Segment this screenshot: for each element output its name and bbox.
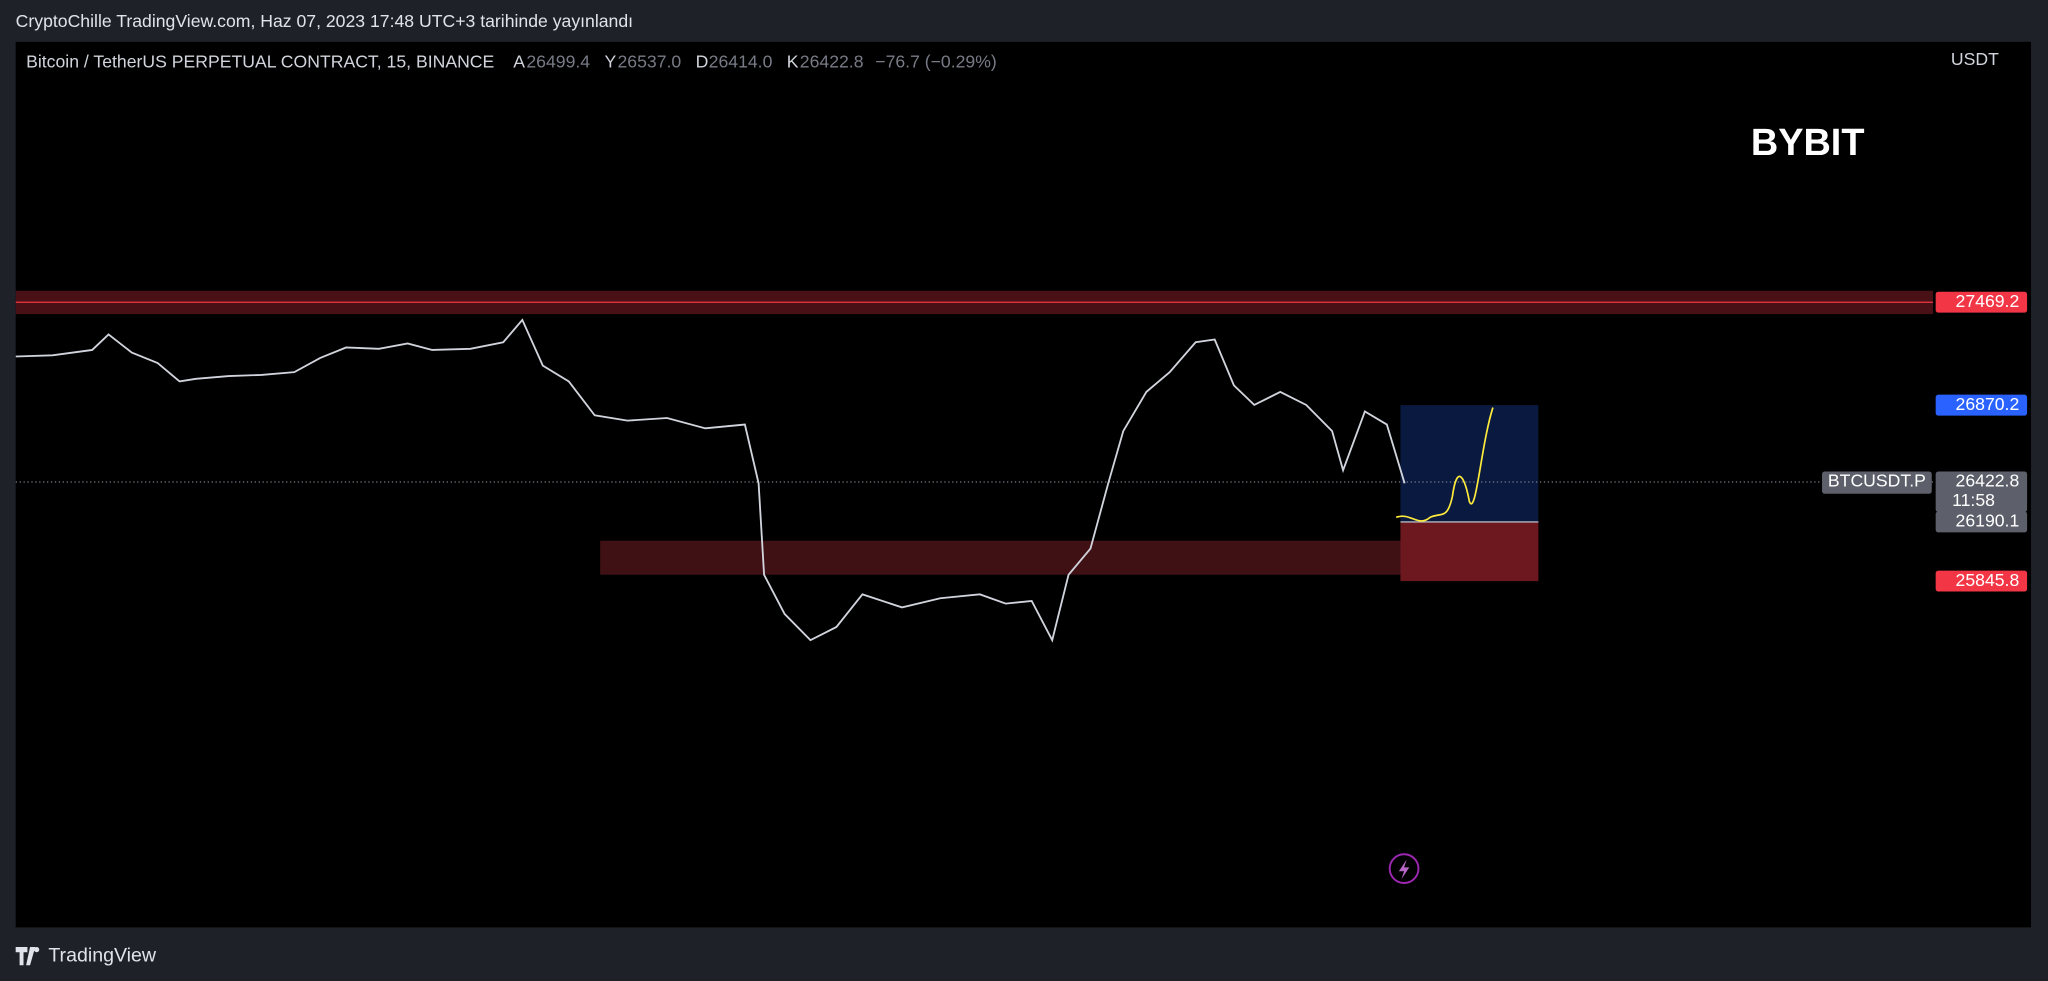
change: −76.7 (−0.29%) xyxy=(875,51,997,71)
symbol-tag-bg xyxy=(1822,471,1932,494)
price-label-bg xyxy=(1935,291,2028,313)
demand-zone xyxy=(600,540,1401,575)
price-label-bg xyxy=(1935,570,2028,592)
footer: TradingView xyxy=(48,944,157,966)
ohlc-key: K xyxy=(787,51,799,71)
stop-box xyxy=(1400,521,1539,582)
ohlc-key: D xyxy=(696,51,709,71)
ohlc-key: A xyxy=(513,51,525,71)
plot xyxy=(15,290,1934,643)
price-label: 25845.8 xyxy=(1956,570,2020,590)
target-box xyxy=(1400,405,1539,522)
alert-bolt xyxy=(1398,859,1410,880)
price-label: 26422.8 xyxy=(1956,471,2020,491)
price-label-bg xyxy=(1935,394,2028,416)
legend: Bitcoin / TetherUS PERPETUAL CONTRACT, 1… xyxy=(26,51,997,71)
header-title: CryptoChille TradingView.com, Haz 07, 20… xyxy=(16,11,633,31)
countdown: 11:58 xyxy=(1952,490,1995,510)
symbol: Bitcoin / TetherUS PERPETUAL CONTRACT, 1… xyxy=(26,51,494,71)
price-line xyxy=(15,318,1406,643)
price-label: 26190.1 xyxy=(1956,511,2020,531)
ohlc-value: 26414.0 xyxy=(709,51,773,71)
price-label: 27469.2 xyxy=(1956,291,2020,311)
currency: USDT xyxy=(1951,49,1999,69)
alert-icon[interactable] xyxy=(1388,853,1420,884)
price-label-bg xyxy=(1935,511,2028,533)
footer-logo xyxy=(15,946,40,966)
price-label-bg xyxy=(1935,471,2028,513)
chart-bg xyxy=(15,41,2032,928)
ohlc-value: 26499.4 xyxy=(526,51,590,71)
ohlc-value: 26537.0 xyxy=(618,51,682,71)
ohlc-key: Y xyxy=(604,51,616,71)
logo: BYBIT xyxy=(1751,122,1865,164)
symbol-tag: BTCUSDT.P xyxy=(1828,471,1926,491)
ohlc-value: 26422.8 xyxy=(800,51,864,71)
projection xyxy=(1395,407,1494,522)
price-label: 26870.2 xyxy=(1956,394,2020,414)
